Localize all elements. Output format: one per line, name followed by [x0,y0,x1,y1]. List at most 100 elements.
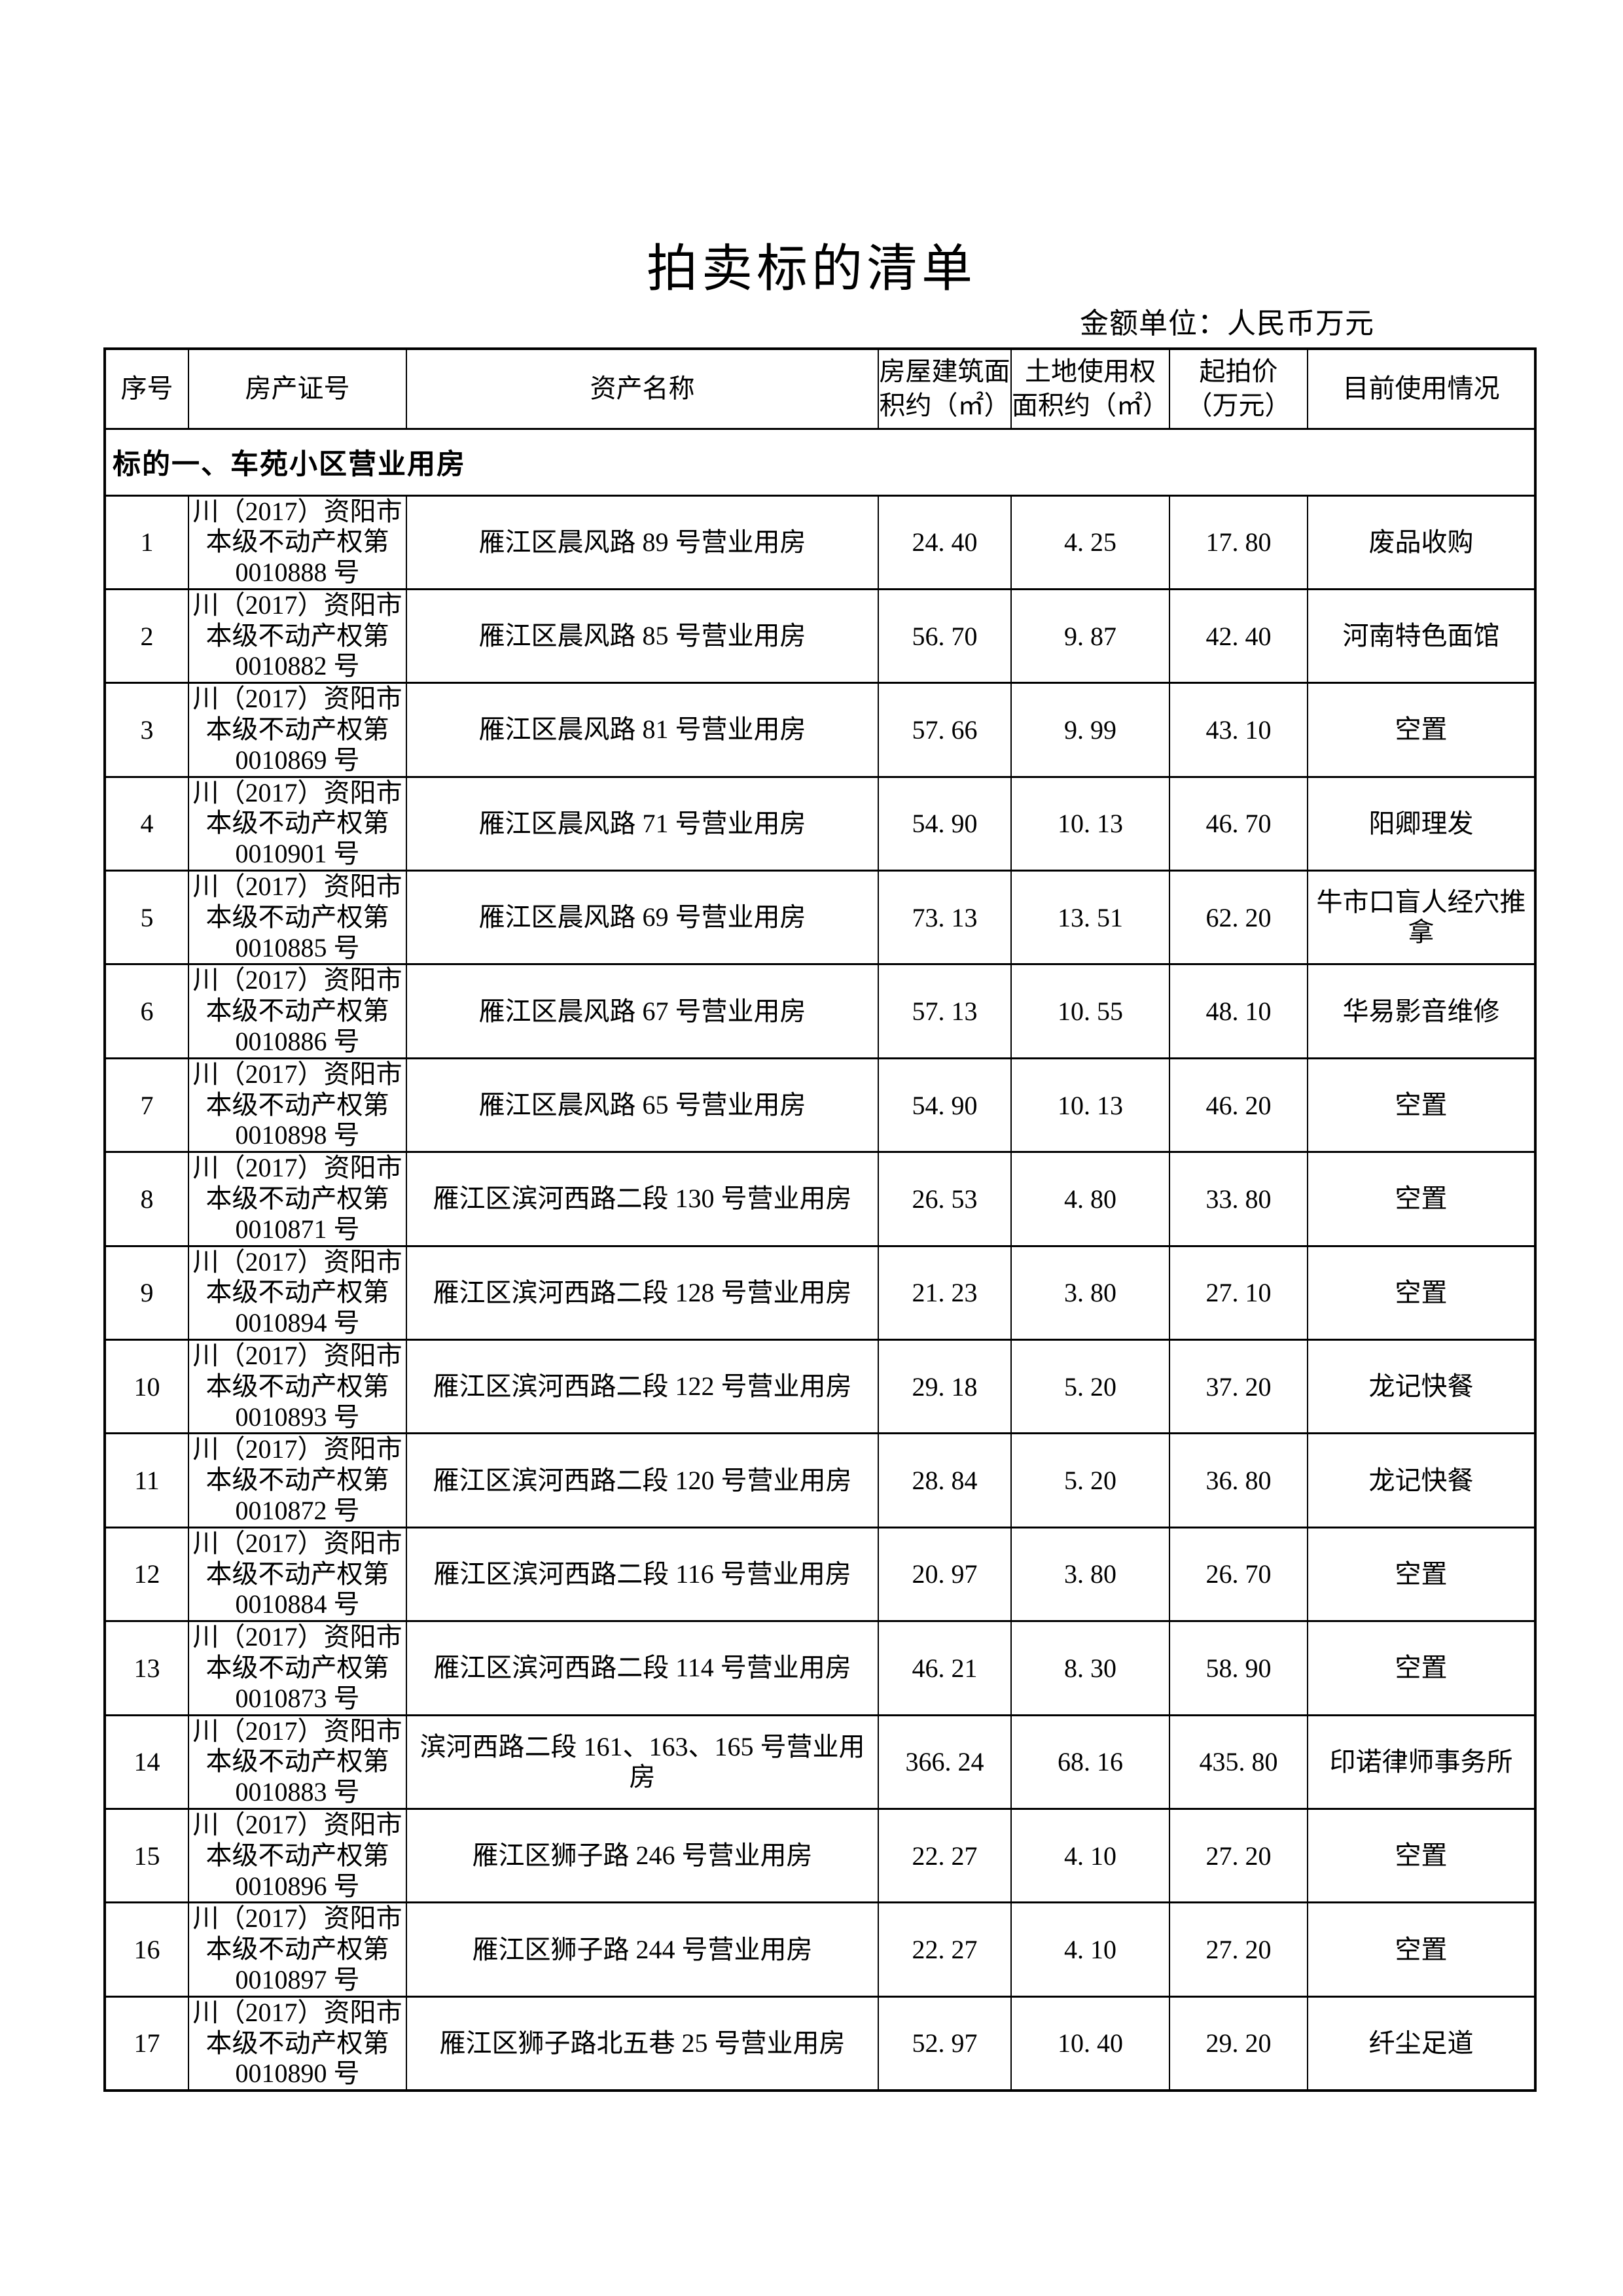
cell-start-price: 46. 20 [1169,1057,1308,1154]
cell-start-price: 46. 70 [1169,775,1308,872]
table-row: 11 川（2017）资阳市 本级不动产权第 0010872 号 雁江区滨河西路二… [104,1432,1536,1528]
cell-usage: 河南特色面馆 [1307,588,1536,684]
cell-seq: 13 [104,1620,189,1716]
cell-cert: 川（2017）资阳市 本级不动产权第 0010898 号 [188,1057,407,1154]
cell-usage: 空置 [1307,1620,1536,1716]
cell-land-area: 68. 16 [1010,1714,1170,1810]
cell-seq: 11 [104,1432,189,1528]
cell-asset: 雁江区晨风路 71 号营业用房 [406,775,879,872]
cell-building-area: 28. 84 [878,1432,1012,1528]
cell-asset: 雁江区晨风路 67 号营业用房 [406,963,879,1059]
cell-building-area: 366. 24 [878,1714,1012,1810]
section-row: 标的一、车苑小区营业用房 [104,427,1536,497]
cell-land-area: 10. 13 [1010,775,1170,872]
col-header-start-price: 起拍价 （万元） [1169,347,1308,430]
cell-seq: 14 [104,1714,189,1810]
col-header-land-area: 土地使用权 面积约（㎡） [1010,347,1170,430]
cell-seq: 5 [104,870,189,966]
cell-land-area: 4. 10 [1010,1807,1170,1904]
cell-usage: 空置 [1307,1807,1536,1904]
cell-building-area: 52. 97 [878,1995,1012,2092]
cell-start-price: 37. 20 [1169,1339,1308,1435]
cell-land-area: 8. 30 [1010,1620,1170,1716]
cell-asset: 雁江区滨河西路二段 122 号营业用房 [406,1339,879,1435]
cell-asset: 雁江区滨河西路二段 128 号营业用房 [406,1245,879,1341]
unit-note: 金额单位：人民币万元 [1080,308,1374,340]
cell-start-price: 42. 40 [1169,588,1308,684]
cell-seq: 4 [104,775,189,872]
cell-land-area: 3. 80 [1010,1526,1170,1623]
col-header-cert: 房产证号 [188,347,407,430]
cell-building-area: 54. 90 [878,1057,1012,1154]
cell-usage: 空置 [1307,682,1536,778]
cell-cert: 川（2017）资阳市 本级不动产权第 0010884 号 [188,1526,407,1623]
table-row: 4 川（2017）资阳市 本级不动产权第 0010901 号 雁江区晨风路 71… [104,775,1536,872]
table-row: 8 川（2017）资阳市 本级不动产权第 0010871 号 雁江区滨河西路二段… [104,1151,1536,1247]
cell-land-area: 5. 20 [1010,1339,1170,1435]
table-body: 标的一、车苑小区营业用房 1 川（2017）资阳市 本级不动产权第 001088… [104,427,1536,2092]
cell-building-area: 29. 18 [878,1339,1012,1435]
table-row: 10 川（2017）资阳市 本级不动产权第 0010893 号 雁江区滨河西路二… [104,1339,1536,1435]
cell-land-area: 5. 20 [1010,1432,1170,1528]
cell-land-area: 13. 51 [1010,870,1170,966]
table-row: 13 川（2017）资阳市 本级不动产权第 0010873 号 雁江区滨河西路二… [104,1620,1536,1716]
cell-seq: 6 [104,963,189,1059]
cell-asset: 雁江区滨河西路二段 116 号营业用房 [406,1526,879,1623]
cell-seq: 12 [104,1526,189,1623]
cell-building-area: 20. 97 [878,1526,1012,1623]
cell-building-area: 57. 13 [878,963,1012,1059]
col-header-building-area: 房屋建筑面 积约（㎡） [878,347,1012,430]
cell-building-area: 26. 53 [878,1151,1012,1247]
cell-asset: 滨河西路二段 161、163、165 号营业用房 [406,1714,879,1810]
cell-building-area: 73. 13 [878,870,1012,966]
cell-seq: 7 [104,1057,189,1154]
col-header-asset: 资产名称 [406,347,879,430]
cell-building-area: 22. 27 [878,1901,1012,1998]
cell-land-area: 10. 55 [1010,963,1170,1059]
cell-usage: 牛市口盲人经穴推拿 [1307,870,1536,966]
cell-start-price: 26. 70 [1169,1526,1308,1623]
cell-usage: 空置 [1307,1151,1536,1247]
cell-land-area: 10. 40 [1010,1995,1170,2092]
cell-land-area: 4. 80 [1010,1151,1170,1247]
cell-asset: 雁江区晨风路 81 号营业用房 [406,682,879,778]
cell-cert: 川（2017）资阳市 本级不动产权第 0010888 号 [188,494,407,590]
cell-building-area: 57. 66 [878,682,1012,778]
cell-building-area: 22. 27 [878,1807,1012,1904]
cell-seq: 15 [104,1807,189,1904]
table-row: 14 川（2017）资阳市 本级不动产权第 0010883 号 滨河西路二段 1… [104,1714,1536,1810]
table-row: 2 川（2017）资阳市 本级不动产权第 0010882 号 雁江区晨风路 85… [104,588,1536,684]
cell-cert: 川（2017）资阳市 本级不动产权第 0010883 号 [188,1714,407,1810]
cell-asset: 雁江区晨风路 89 号营业用房 [406,494,879,590]
table-row: 17 川（2017）资阳市 本级不动产权第 0010890 号 雁江区狮子路北五… [104,1995,1536,2092]
cell-asset: 雁江区晨风路 85 号营业用房 [406,588,879,684]
cell-asset: 雁江区狮子路 246 号营业用房 [406,1807,879,1904]
cell-cert: 川（2017）资阳市 本级不动产权第 0010897 号 [188,1901,407,1998]
auction-table: 序号 房产证号 资产名称 房屋建筑面 积约（㎡） 土地使用权 面积约（㎡） 起拍… [103,347,1537,2093]
cell-cert: 川（2017）资阳市 本级不动产权第 0010893 号 [188,1339,407,1435]
cell-cert: 川（2017）资阳市 本级不动产权第 0010872 号 [188,1432,407,1528]
table-header-row: 序号 房产证号 资产名称 房屋建筑面 积约（㎡） 土地使用权 面积约（㎡） 起拍… [104,347,1536,430]
cell-start-price: 33. 80 [1169,1151,1308,1247]
cell-building-area: 46. 21 [878,1620,1012,1716]
cell-usage: 龙记快餐 [1307,1339,1536,1435]
cell-land-area: 9. 87 [1010,588,1170,684]
cell-usage: 空置 [1307,1245,1536,1341]
table-row: 15 川（2017）资阳市 本级不动产权第 0010896 号 雁江区狮子路 2… [104,1807,1536,1904]
cell-building-area: 56. 70 [878,588,1012,684]
cell-usage: 阳卿理发 [1307,775,1536,872]
cell-usage: 印诺律师事务所 [1307,1714,1536,1810]
cell-cert: 川（2017）资阳市 本级不动产权第 0010901 号 [188,775,407,872]
cell-start-price: 27. 10 [1169,1245,1308,1341]
cell-asset: 雁江区狮子路 244 号营业用房 [406,1901,879,1998]
cell-cert: 川（2017）资阳市 本级不动产权第 0010882 号 [188,588,407,684]
table-row: 16 川（2017）资阳市 本级不动产权第 0010897 号 雁江区狮子路 2… [104,1901,1536,1998]
cell-land-area: 10. 13 [1010,1057,1170,1154]
cell-building-area: 21. 23 [878,1245,1012,1341]
table-row: 9 川（2017）资阳市 本级不动产权第 0010894 号 雁江区滨河西路二段… [104,1245,1536,1341]
cell-usage: 空置 [1307,1057,1536,1154]
cell-seq: 8 [104,1151,189,1247]
cell-asset: 雁江区晨风路 65 号营业用房 [406,1057,879,1154]
cell-usage: 纤尘足道 [1307,1995,1536,2092]
